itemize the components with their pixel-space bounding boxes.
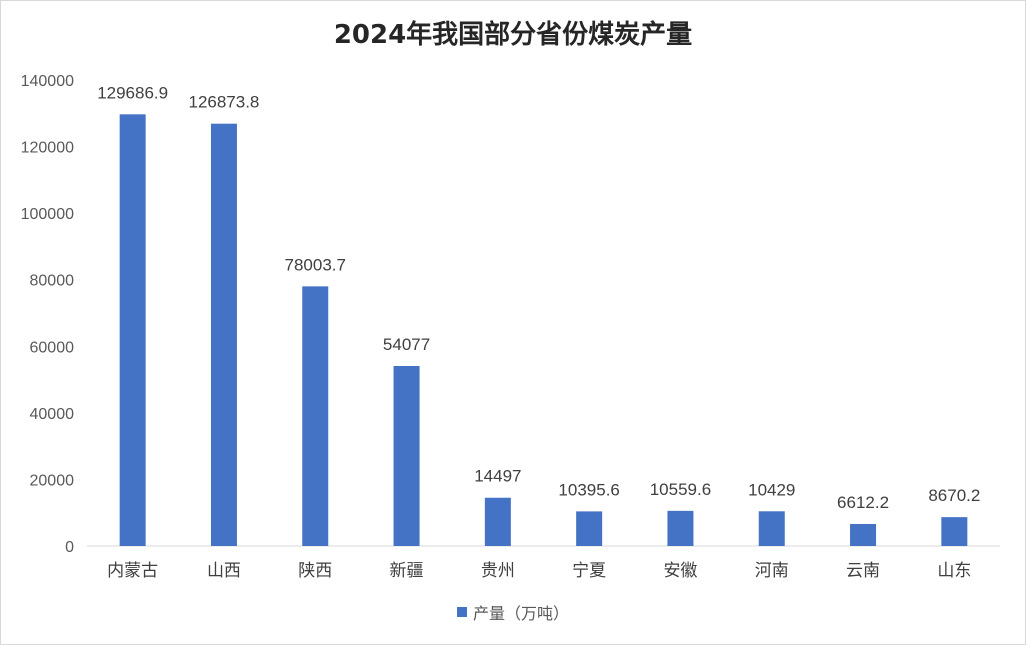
x-tick-label: 陕西 <box>298 561 332 581</box>
y-tick-label: 60000 <box>30 339 75 356</box>
bar <box>119 114 146 547</box>
x-tick-label: 河南 <box>755 561 789 581</box>
data-label: 10559.6 <box>650 480 711 499</box>
data-label: 10429 <box>748 480 795 499</box>
data-label: 10395.6 <box>558 480 619 499</box>
legend: 产量（万吨） <box>0 600 1026 624</box>
bar <box>393 366 420 546</box>
data-label: 6612.2 <box>837 493 889 512</box>
x-tick-label: 内蒙古 <box>107 561 158 581</box>
y-tick-label: 40000 <box>30 406 75 423</box>
legend-label: 产量（万吨） <box>472 604 569 623</box>
bar <box>758 511 785 546</box>
bar <box>576 511 603 546</box>
bar <box>484 497 511 546</box>
bar <box>941 517 968 546</box>
data-label: 78003.7 <box>285 255 346 274</box>
x-tick-label: 山东 <box>937 561 971 581</box>
chart-title: 2024年我国部分省份煤炭产量 <box>333 20 693 50</box>
legend-swatch <box>456 607 467 617</box>
y-tick-label: 80000 <box>30 273 75 290</box>
x-tick-label: 宁夏 <box>572 561 606 581</box>
data-label: 54077 <box>383 335 430 354</box>
y-tick-label: 120000 <box>21 140 74 157</box>
bar <box>667 510 694 546</box>
x-tick-label: 安徽 <box>663 561 697 581</box>
x-tick-label: 云南 <box>846 561 880 581</box>
data-label: 126873.8 <box>188 93 259 112</box>
x-tick-label: 新疆 <box>390 561 424 581</box>
x-tick-label: 山西 <box>207 561 241 581</box>
data-label: 8670.2 <box>928 486 980 505</box>
bar <box>850 523 877 546</box>
bar <box>210 123 237 546</box>
y-tick-label: 140000 <box>21 73 74 90</box>
data-label: 14497 <box>474 467 521 486</box>
y-tick-label: 20000 <box>30 472 75 489</box>
bar <box>302 286 329 546</box>
y-tick-label: 0 <box>65 539 74 556</box>
data-label: 129686.9 <box>97 83 168 102</box>
y-tick-label: 100000 <box>21 206 74 223</box>
x-tick-label: 贵州 <box>481 561 515 581</box>
